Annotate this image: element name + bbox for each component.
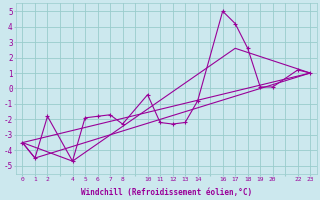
X-axis label: Windchill (Refroidissement éolien,°C): Windchill (Refroidissement éolien,°C) [81, 188, 252, 197]
